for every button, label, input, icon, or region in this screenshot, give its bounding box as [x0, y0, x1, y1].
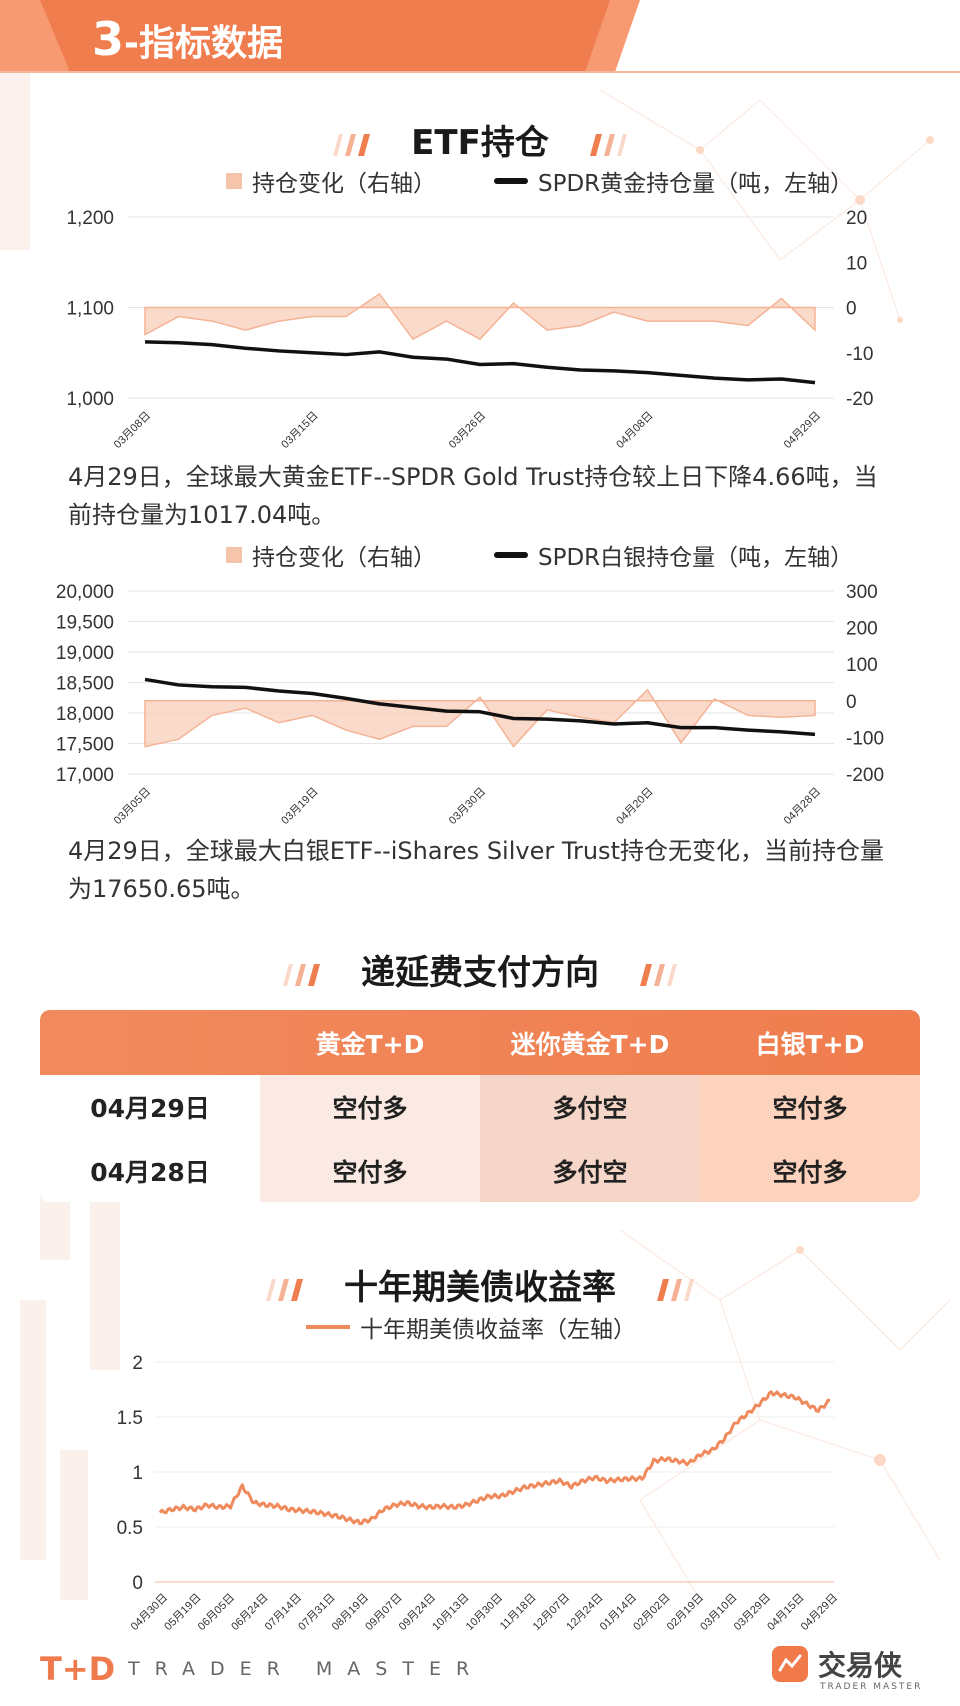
table-cell: 空付多	[260, 1075, 480, 1139]
footer: T+D TRADER MASTER 交易侠 TRADER MASTER	[0, 1640, 960, 1706]
stripes-left-icon	[333, 133, 371, 156]
yield-line	[158, 1390, 831, 1526]
stripes-right-icon	[656, 1278, 694, 1301]
y-right-tick-label: 100	[846, 655, 878, 676]
table-row: 04月28日 空付多 多付空 空付多	[40, 1139, 920, 1202]
x-tick-label: 10月30日	[464, 1592, 505, 1633]
brand-icon	[772, 1646, 808, 1682]
table-header-cell: 迷你黄金T+D	[510, 1029, 670, 1059]
y-right-tick-label: -20	[846, 389, 873, 410]
line-swatch	[494, 552, 528, 558]
holding-change-area	[144, 292, 816, 341]
y-right-tick-label: -10	[846, 344, 873, 365]
y-left-tick-label: 17,500	[56, 735, 114, 756]
brand-name-en: TRADER MASTER	[820, 1682, 923, 1692]
silver-legend-area: 持仓变化（右轴）	[252, 545, 436, 571]
bond-legend-line: 十年期美债收益率（左轴）	[360, 1317, 636, 1343]
table-header-cell	[40, 1010, 260, 1075]
x-tick-label: 04月29日	[799, 1592, 840, 1633]
table-cell: 空付多	[700, 1139, 920, 1202]
bond-section-title: 十年期美债收益率	[0, 1260, 960, 1309]
fee-title-text: 递延费支付方向	[361, 953, 599, 993]
stripes-right-icon	[589, 133, 627, 156]
table-cell-date: 04月29日	[90, 1094, 210, 1123]
x-tick-label: 04月08日	[614, 410, 655, 451]
y-right-tick-label: 0	[846, 299, 857, 320]
holding-line	[144, 677, 816, 737]
y-left-tick-label: 19,500	[56, 613, 114, 634]
etf-title-text: ETF持仓	[411, 123, 549, 163]
table-cell: 多付空	[480, 1075, 700, 1139]
bond-title-text: 十年期美债收益率	[344, 1268, 616, 1308]
y-right-tick-label: -100	[846, 728, 884, 749]
y-tick-label: 2	[132, 1353, 143, 1374]
y-tick-label: 0.5	[117, 1518, 143, 1539]
gold-legend-line: SPDR黄金持仓量（吨，左轴）	[538, 171, 854, 197]
x-tick-label: 04月20日	[614, 786, 655, 827]
table-cell: 空付多	[700, 1075, 920, 1139]
y-right-tick-label: 10	[846, 253, 867, 274]
fee-section-title: 递延费支付方向	[0, 945, 960, 994]
section-number: 3	[92, 12, 125, 66]
us10y-chart: 00.511.5204月30日05月19日06月05日06月24日07月14日0…	[117, 1353, 841, 1633]
x-tick-label: 03月26日	[447, 410, 488, 451]
bond-legend: 十年期美债收益率（左轴）	[306, 1310, 636, 1344]
line-swatch	[494, 178, 528, 184]
brand-logo-text: T+D	[40, 1650, 116, 1688]
y-left-tick-label: 1,200	[66, 208, 114, 229]
stripes-right-icon	[639, 963, 677, 986]
brand-subtitle: TRADER MASTER	[128, 1658, 485, 1680]
x-tick-label: 03月19日	[279, 786, 320, 827]
table-header-cell: 黄金T+D	[315, 1029, 425, 1059]
table-row: 04月29日 空付多 多付空 空付多	[40, 1075, 920, 1139]
y-right-tick-label: 0	[846, 692, 857, 713]
x-tick-label: 03月05日	[112, 786, 153, 827]
y-right-tick-label: 200	[846, 619, 878, 640]
area-swatch	[226, 547, 242, 563]
silver-note: 4月29日，全球最大白银ETF--iShares Silver Trust持仓无…	[68, 837, 884, 903]
table-cell: 空付多	[260, 1139, 480, 1202]
y-left-tick-label: 20,000	[56, 582, 114, 603]
table-cell: 多付空	[480, 1139, 700, 1202]
silver-etf-chart: 17,000 17,500 18,000 18,500 19,000 19,500 20,0…	[56, 582, 884, 827]
etf-section-title: ETF持仓	[0, 115, 960, 164]
y-tick-label: 1	[132, 1463, 143, 1484]
line-swatch	[306, 1325, 350, 1329]
holding-change-area	[144, 688, 816, 748]
brand-name-cn: 交易侠	[818, 1649, 903, 1682]
gold-legend: 持仓变化（右轴） SPDR黄金持仓量（吨，左轴）	[226, 164, 853, 198]
table-cell-date: 04月28日	[90, 1157, 210, 1187]
y-right-tick-label: -200	[846, 765, 884, 786]
gold-legend-area: 持仓变化（右轴）	[252, 171, 436, 197]
section-title-text: -指标数据	[124, 23, 283, 64]
header: 3-指标数据	[0, 0, 960, 78]
gold-note: 4月29日，全球最大黄金ETF--SPDR Gold Trust持仓较上日下降4…	[68, 463, 878, 529]
table-header-cell: 白银T+D	[755, 1029, 865, 1059]
area-swatch	[226, 173, 242, 189]
stripes-left-icon	[266, 1278, 304, 1301]
holding-line	[144, 340, 816, 385]
x-tick-label: 04月28日	[782, 786, 823, 827]
silver-legend-line: SPDR白银持仓量（吨，左轴）	[538, 545, 854, 571]
gold-etf-chart: 1,000 1,100 1,200 -20 -10 0 10 20 03月08日 03月15日 03…	[66, 208, 873, 451]
silver-legend: 持仓变化（右轴） SPDR白银持仓量（吨，左轴）	[226, 538, 853, 572]
x-tick-label: 04月29日	[782, 410, 823, 451]
x-tick-label: 03月08日	[112, 410, 153, 451]
y-left-tick-label: 1,000	[66, 389, 114, 410]
fee-table: 黄金T+D 迷你黄金T+D 白银T+D 04月29日 空付多 多付空 空付多 0…	[40, 1010, 920, 1202]
x-tick-label: 03月15日	[279, 410, 320, 451]
table-header: 黄金T+D 迷你黄金T+D 白银T+D	[40, 1010, 920, 1075]
y-right-tick-label: 20	[846, 208, 867, 229]
y-tick-label: 1.5	[117, 1408, 143, 1429]
x-tick-label: 03月30日	[447, 786, 488, 827]
y-left-tick-label: 17,000	[56, 765, 114, 786]
y-left-tick-label: 18,500	[56, 674, 114, 695]
y-left-tick-label: 19,000	[56, 643, 114, 664]
page-title: 3-指标数据	[92, 10, 283, 68]
y-right-tick-label: 300	[846, 582, 878, 603]
y-left-tick-label: 1,100	[66, 299, 114, 320]
y-left-tick-label: 18,000	[56, 704, 114, 725]
y-tick-label: 0	[132, 1573, 143, 1594]
stripes-left-icon	[283, 963, 321, 986]
